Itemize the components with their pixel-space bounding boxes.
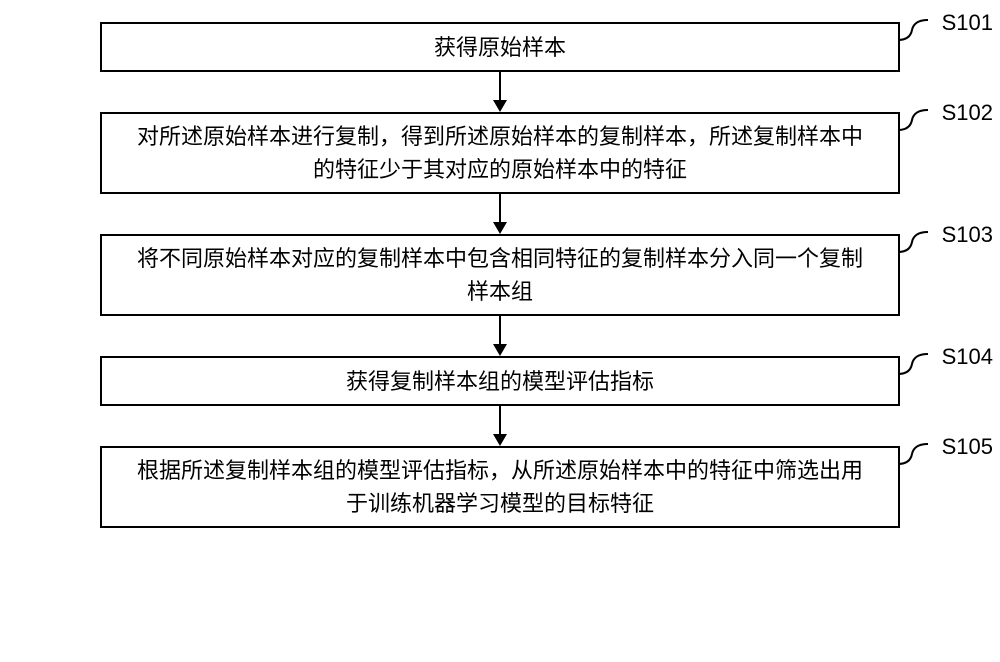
step-text-s103-line2: 样本组	[137, 275, 863, 308]
connector-s102	[898, 110, 928, 132]
flowchart-container: 获得原始样本 S101 对所述原始样本进行复制，得到所述原始样本的复制样本，所述…	[0, 10, 1000, 528]
connector-s105	[898, 444, 928, 466]
step-text-s103-line1: 将不同原始样本对应的复制样本中包含相同特征的复制样本分入同一个复制	[137, 242, 863, 275]
step-text-s102-line2: 的特征少于其对应的原始样本中的特征	[137, 153, 863, 186]
step-text-s103: 将不同原始样本对应的复制样本中包含相同特征的复制样本分入同一个复制 样本组	[137, 242, 863, 308]
arrow-1	[493, 72, 507, 112]
arrow-line-3	[499, 316, 501, 344]
arrow-head-2	[493, 222, 507, 234]
step-label-s105: S105	[942, 434, 993, 460]
connector-s101	[898, 20, 928, 42]
step-label-s103: S103	[942, 222, 993, 248]
step-label-s101: S101	[942, 10, 993, 36]
connector-s103	[898, 232, 928, 254]
arrow-head-3	[493, 344, 507, 356]
step-box-s102: 对所述原始样本进行复制，得到所述原始样本的复制样本，所述复制样本中 的特征少于其…	[100, 112, 900, 194]
arrow-head-1	[493, 100, 507, 112]
step-label-s104: S104	[942, 344, 993, 370]
step-text-s102: 对所述原始样本进行复制，得到所述原始样本的复制样本，所述复制样本中 的特征少于其…	[137, 120, 863, 186]
step-text-s102-line1: 对所述原始样本进行复制，得到所述原始样本的复制样本，所述复制样本中	[137, 120, 863, 153]
step-text-s105: 根据所述复制样本组的模型评估指标，从所述原始样本中的特征中筛选出用 于训练机器学…	[137, 454, 863, 520]
arrow-line-4	[499, 406, 501, 434]
arrow-3	[493, 316, 507, 356]
connector-s104	[898, 354, 928, 376]
arrow-4	[493, 406, 507, 446]
step-box-s105: 根据所述复制样本组的模型评估指标，从所述原始样本中的特征中筛选出用 于训练机器学…	[100, 446, 900, 528]
step-text-s105-line2: 于训练机器学习模型的目标特征	[137, 487, 863, 520]
step-text-s105-line1: 根据所述复制样本组的模型评估指标，从所述原始样本中的特征中筛选出用	[137, 454, 863, 487]
arrow-line-1	[499, 72, 501, 100]
step-box-s104: 获得复制样本组的模型评估指标 S104	[100, 356, 900, 406]
step-text-s101: 获得原始样本	[434, 31, 566, 64]
arrow-head-4	[493, 434, 507, 446]
step-box-s101: 获得原始样本 S101	[100, 22, 900, 72]
step-label-s102: S102	[942, 100, 993, 126]
step-box-s103: 将不同原始样本对应的复制样本中包含相同特征的复制样本分入同一个复制 样本组 S1…	[100, 234, 900, 316]
arrow-line-2	[499, 194, 501, 222]
arrow-2	[493, 194, 507, 234]
step-text-s104: 获得复制样本组的模型评估指标	[346, 365, 654, 398]
